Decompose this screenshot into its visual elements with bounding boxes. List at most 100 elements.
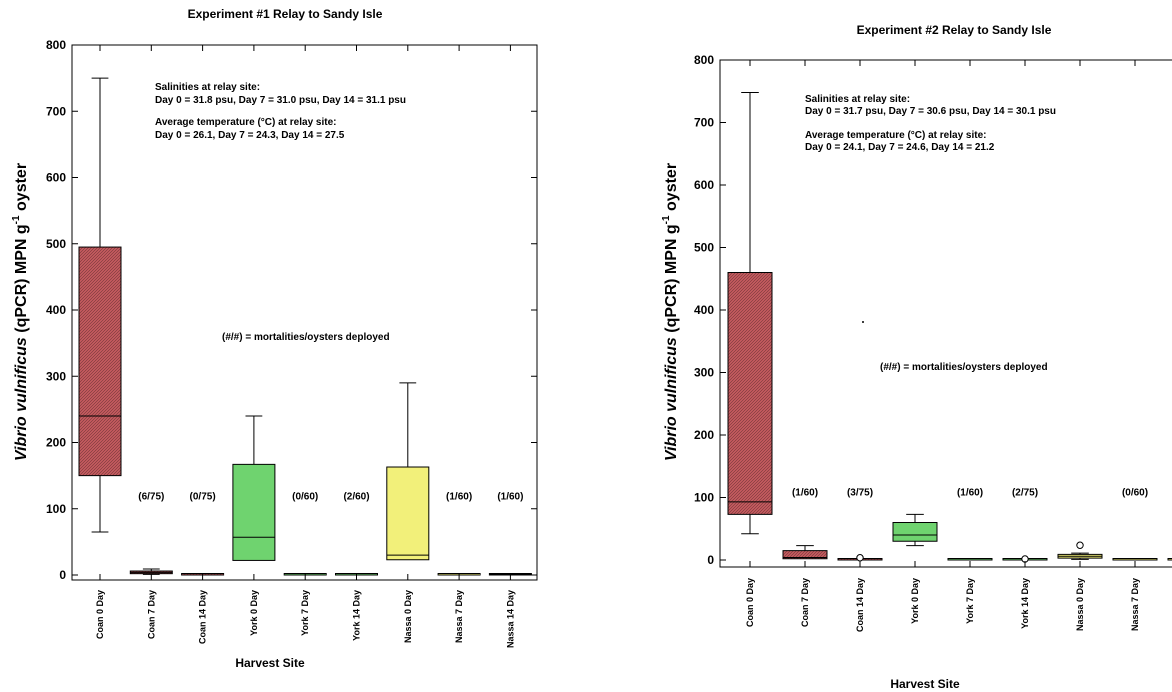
y-tick-label: 200 <box>694 428 714 442</box>
y-tick-label: 400 <box>694 303 714 317</box>
y-axis-label-tail: oyster <box>663 163 680 215</box>
x-tick-label: Coan 0 Day <box>745 578 755 627</box>
y-axis-label-tail: oyster <box>13 163 30 215</box>
y-tick-label: 100 <box>46 502 66 516</box>
mortality-labels: (6/75) (0/75) (0/60) (2/60) (1/60) (1/60) <box>138 492 523 503</box>
y-tick-label: 0 <box>59 568 66 582</box>
box-coan-7-day <box>129 568 173 575</box>
outlier-point <box>1076 541 1084 549</box>
outlier-point <box>856 554 864 562</box>
mortality-label: (1/60) <box>792 487 818 498</box>
x-tick-label: Nassa 7 Day <box>1130 578 1140 631</box>
x-tick-label: York 14 Day <box>1020 578 1030 629</box>
box-york-0-day <box>892 513 938 547</box>
mortality-label: (3/75) <box>847 487 873 498</box>
mortality-label: (1/60) <box>957 487 983 498</box>
y-axis-label-method: (qPCR) MPN g <box>13 224 30 337</box>
note-temperature-values: Day 0 = 26.1, Day 7 = 24.3, Day 14 = 27.… <box>155 130 345 141</box>
mortality-label: (0/60) <box>292 492 318 503</box>
box-body <box>232 463 276 561</box>
y-tick-label: 700 <box>694 116 714 130</box>
box-nassa-0-day <box>1057 552 1103 560</box>
mortality-label: (0/75) <box>190 492 216 503</box>
box-hatch <box>783 550 827 559</box>
chart-experiment-1: Experiment #1 Relay to Sandy Isle 0 100 20… <box>11 7 538 670</box>
y-tick-label: 200 <box>46 436 66 450</box>
x-tick-label: York 0 Day <box>249 590 259 636</box>
y-tick-label: 300 <box>46 369 66 383</box>
legend-note: (#/#) = mortalities/oysters deployed <box>222 332 390 343</box>
y-axis-label-sup: -1 <box>11 215 22 224</box>
x-axis-tick-labels: Coan 0 Day Coan 7 Day Coan 14 Day York 0 Da… <box>95 45 515 648</box>
box-coan-0-day <box>78 77 122 533</box>
mortality-label: (1/60) <box>446 492 472 503</box>
x-axis-label: Harvest Site <box>235 656 305 670</box>
box-hatch <box>728 272 772 515</box>
y-tick-label: 500 <box>694 241 714 255</box>
x-tick-label: Coan 0 Day <box>95 590 105 639</box>
annotation-notes: Salinities at relay site: Day 0 = 31.7 p… <box>805 94 1056 153</box>
box-series <box>78 77 532 576</box>
plot-frame <box>719 59 1172 568</box>
box-series <box>727 92 1172 563</box>
x-axis-tick-labels: Coan 0 Day Coan 7 Day Coan 14 Day York 0 Da… <box>745 60 1140 632</box>
x-tick-label: Coan 14 Day <box>855 578 865 632</box>
y-tick-label: 700 <box>46 104 66 118</box>
y-axis-label-method: (qPCR) MPN g <box>663 224 680 337</box>
plot-frame <box>71 44 538 581</box>
box-coan-0-day <box>727 92 773 535</box>
box-york-0-day <box>232 415 276 561</box>
y-axis-label: Vibrio vulnificus (qPCR) MPN g-1 oyster <box>661 163 680 461</box>
mortality-label: (6/75) <box>138 492 164 503</box>
note-salinity-values: Day 0 = 31.7 psu, Day 7 = 30.6 psu, Day … <box>805 106 1056 117</box>
y-tick-label: 100 <box>694 491 714 505</box>
y-tick-label: 800 <box>694 53 714 67</box>
y-tick-label: 600 <box>694 178 714 192</box>
box-body <box>1167 558 1172 561</box>
chart-experiment-2: Experiment #2 Relay to Sandy Isle 0 100 20… <box>661 23 1172 691</box>
x-tick-label: Nassa 14 Day <box>505 590 515 648</box>
x-tick-label: Coan 7 Day <box>800 578 810 627</box>
x-tick-label: Coan 14 Day <box>198 590 208 644</box>
note-temperature-values: Day 0 = 24.1, Day 7 = 24.6, Day 14 = 21.… <box>805 142 995 153</box>
x-tick-label: York 7 Day <box>965 578 975 624</box>
y-tick-label: 800 <box>46 38 66 52</box>
x-axis-label: Harvest Site <box>890 677 960 691</box>
note-temperature-heading: Average temperature (°C) at relay site: <box>805 130 986 141</box>
note-salinity-values: Day 0 = 31.8 psu, Day 7 = 31.0 psu, Day … <box>155 95 406 106</box>
box-nassa-14-day <box>1167 558 1172 561</box>
note-temperature-heading: Average temperature (°C) at relay site: <box>155 117 336 128</box>
y-tick-label: 600 <box>46 171 66 185</box>
y-axis-label: Vibrio vulnificus (qPCR) MPN g-1 oyster <box>11 163 30 461</box>
x-tick-label: Nassa 0 Day <box>403 590 413 643</box>
y-axis-ticks: 0 100 200 300 400 500 600 700 800 <box>694 53 726 567</box>
mortality-label: (2/75) <box>1012 487 1038 498</box>
y-axis-ticks: 0 100 200 300 400 500 600 700 800 <box>46 38 537 582</box>
y-tick-label: 500 <box>46 237 66 251</box>
legend-note: (#/#) = mortalities/oysters deployed <box>880 362 1048 373</box>
chart-title: Experiment #1 Relay to Sandy Isle <box>188 7 383 21</box>
annotation-notes: Salinities at relay site: Day 0 = 31.8 p… <box>155 82 406 141</box>
mortality-label: (1/60) <box>497 492 523 503</box>
stray-mark <box>862 321 864 323</box>
note-salinity-heading: Salinities at relay site: <box>155 82 260 93</box>
box-nassa-7-day <box>1112 558 1158 561</box>
x-tick-label: Nassa 7 Day <box>454 590 464 643</box>
box-hatch <box>79 247 121 476</box>
y-axis-label-species: Vibrio vulnificus <box>663 337 680 461</box>
y-tick-label: 400 <box>46 303 66 317</box>
box-york-7-day <box>947 558 993 561</box>
x-tick-label: Coan 7 Day <box>146 590 156 639</box>
x-tick-label: York 0 Day <box>910 578 920 624</box>
chart-title: Experiment #2 Relay to Sandy Isle <box>857 23 1052 37</box>
y-axis-label-species: Vibrio vulnificus <box>13 337 30 461</box>
box-body <box>892 522 938 542</box>
x-tick-label: York 14 Day <box>352 590 362 641</box>
x-tick-label: York 7 Day <box>300 590 310 636</box>
x-tick-label: Nassa 0 Day <box>1075 578 1085 631</box>
mortality-label: (0/60) <box>1122 487 1148 498</box>
mortality-labels: (1/60)(3/75)(1/60)(2/75)(0/60)(2/75) <box>792 487 1148 498</box>
y-tick-label: 300 <box>694 366 714 380</box>
mortality-label: (2/60) <box>343 492 369 503</box>
